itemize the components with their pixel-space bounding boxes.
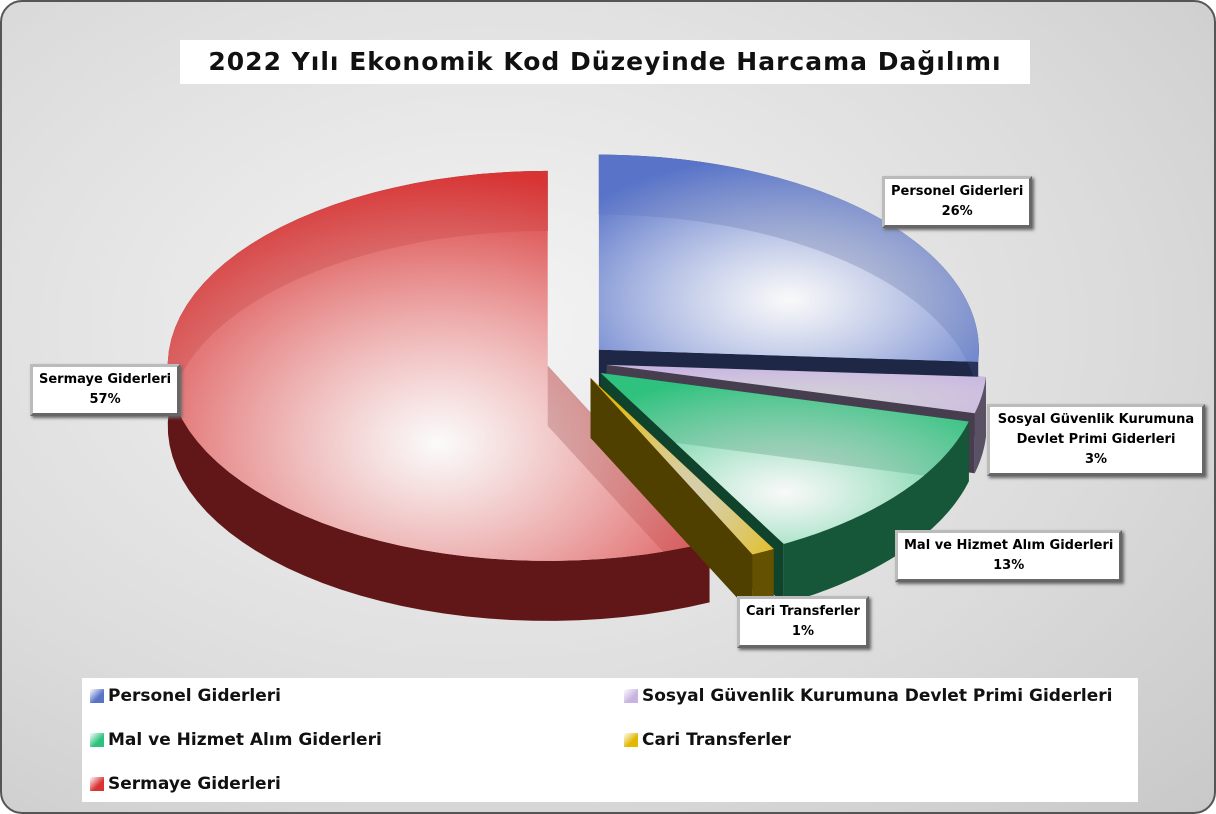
legend-entry: Mal ve Hizmet Alım Giderleri [90, 730, 382, 750]
legend-entry: Personel Giderleri [90, 686, 281, 706]
legend-label: Cari Transferler [642, 730, 791, 750]
data-label-value: 57% [89, 392, 121, 407]
data-label-value: 13% [993, 558, 1025, 573]
legend-swatch [90, 689, 104, 703]
slice-side [783, 421, 969, 604]
data-label: Cari Transferler 1% [737, 596, 869, 648]
legend-label: Sosyal Güvenlik Kurumuna Devlet Primi Gi… [642, 686, 1113, 706]
data-label-value: 26% [941, 204, 973, 219]
slice-side [167, 170, 710, 621]
legend-swatch [90, 777, 104, 791]
pie-slice [598, 154, 979, 362]
data-label: Sermaye Giderleri 57% [30, 364, 181, 416]
legend-label: Mal ve Hizmet Alım Giderleri [108, 730, 382, 750]
data-label: Personel Giderleri 26% [882, 176, 1033, 228]
data-label-value: 1% [791, 624, 814, 639]
slice-wall [590, 378, 753, 615]
chart-title: 2022 Yılı Ekonomik Kod Düzeyinde Harcama… [180, 40, 1030, 84]
data-label-name: Sosyal Güvenlik Kurumuna Devlet Primi Gi… [997, 412, 1195, 447]
pie-slice [600, 373, 969, 544]
legend-entry: Sosyal Güvenlik Kurumuna Devlet Primi Gi… [624, 686, 1112, 706]
legend-swatch [90, 733, 104, 747]
data-label-name: Personel Giderleri [891, 184, 1024, 199]
data-label: Mal ve Hizmet Alım Giderleri 13% [895, 530, 1123, 582]
pie-slice [167, 170, 710, 561]
data-label-name: Cari Transferler [746, 604, 860, 619]
legend-label: Sermaye Giderleri [108, 774, 281, 794]
data-label-value: 3% [1084, 452, 1108, 467]
legend-label: Personel Giderleri [108, 686, 281, 706]
legend-entry: Cari Transferler [624, 730, 791, 750]
slice-side [974, 377, 986, 474]
legend: Personel Giderleri Sosyal Güvenlik Kurumu… [82, 678, 1138, 802]
data-label-name: Mal ve Hizmet Alım Giderleri [904, 538, 1114, 553]
data-label: Sosyal Güvenlik Kurumuna Devlet Primi Gi… [987, 404, 1205, 476]
pie-slice [590, 378, 774, 555]
legend-swatch [624, 689, 638, 703]
legend-entry: Sermaye Giderleri [90, 774, 281, 794]
legend-swatch [624, 733, 638, 747]
data-label-name: Sermaye Giderleri [39, 372, 172, 387]
pie-slice [606, 364, 986, 414]
